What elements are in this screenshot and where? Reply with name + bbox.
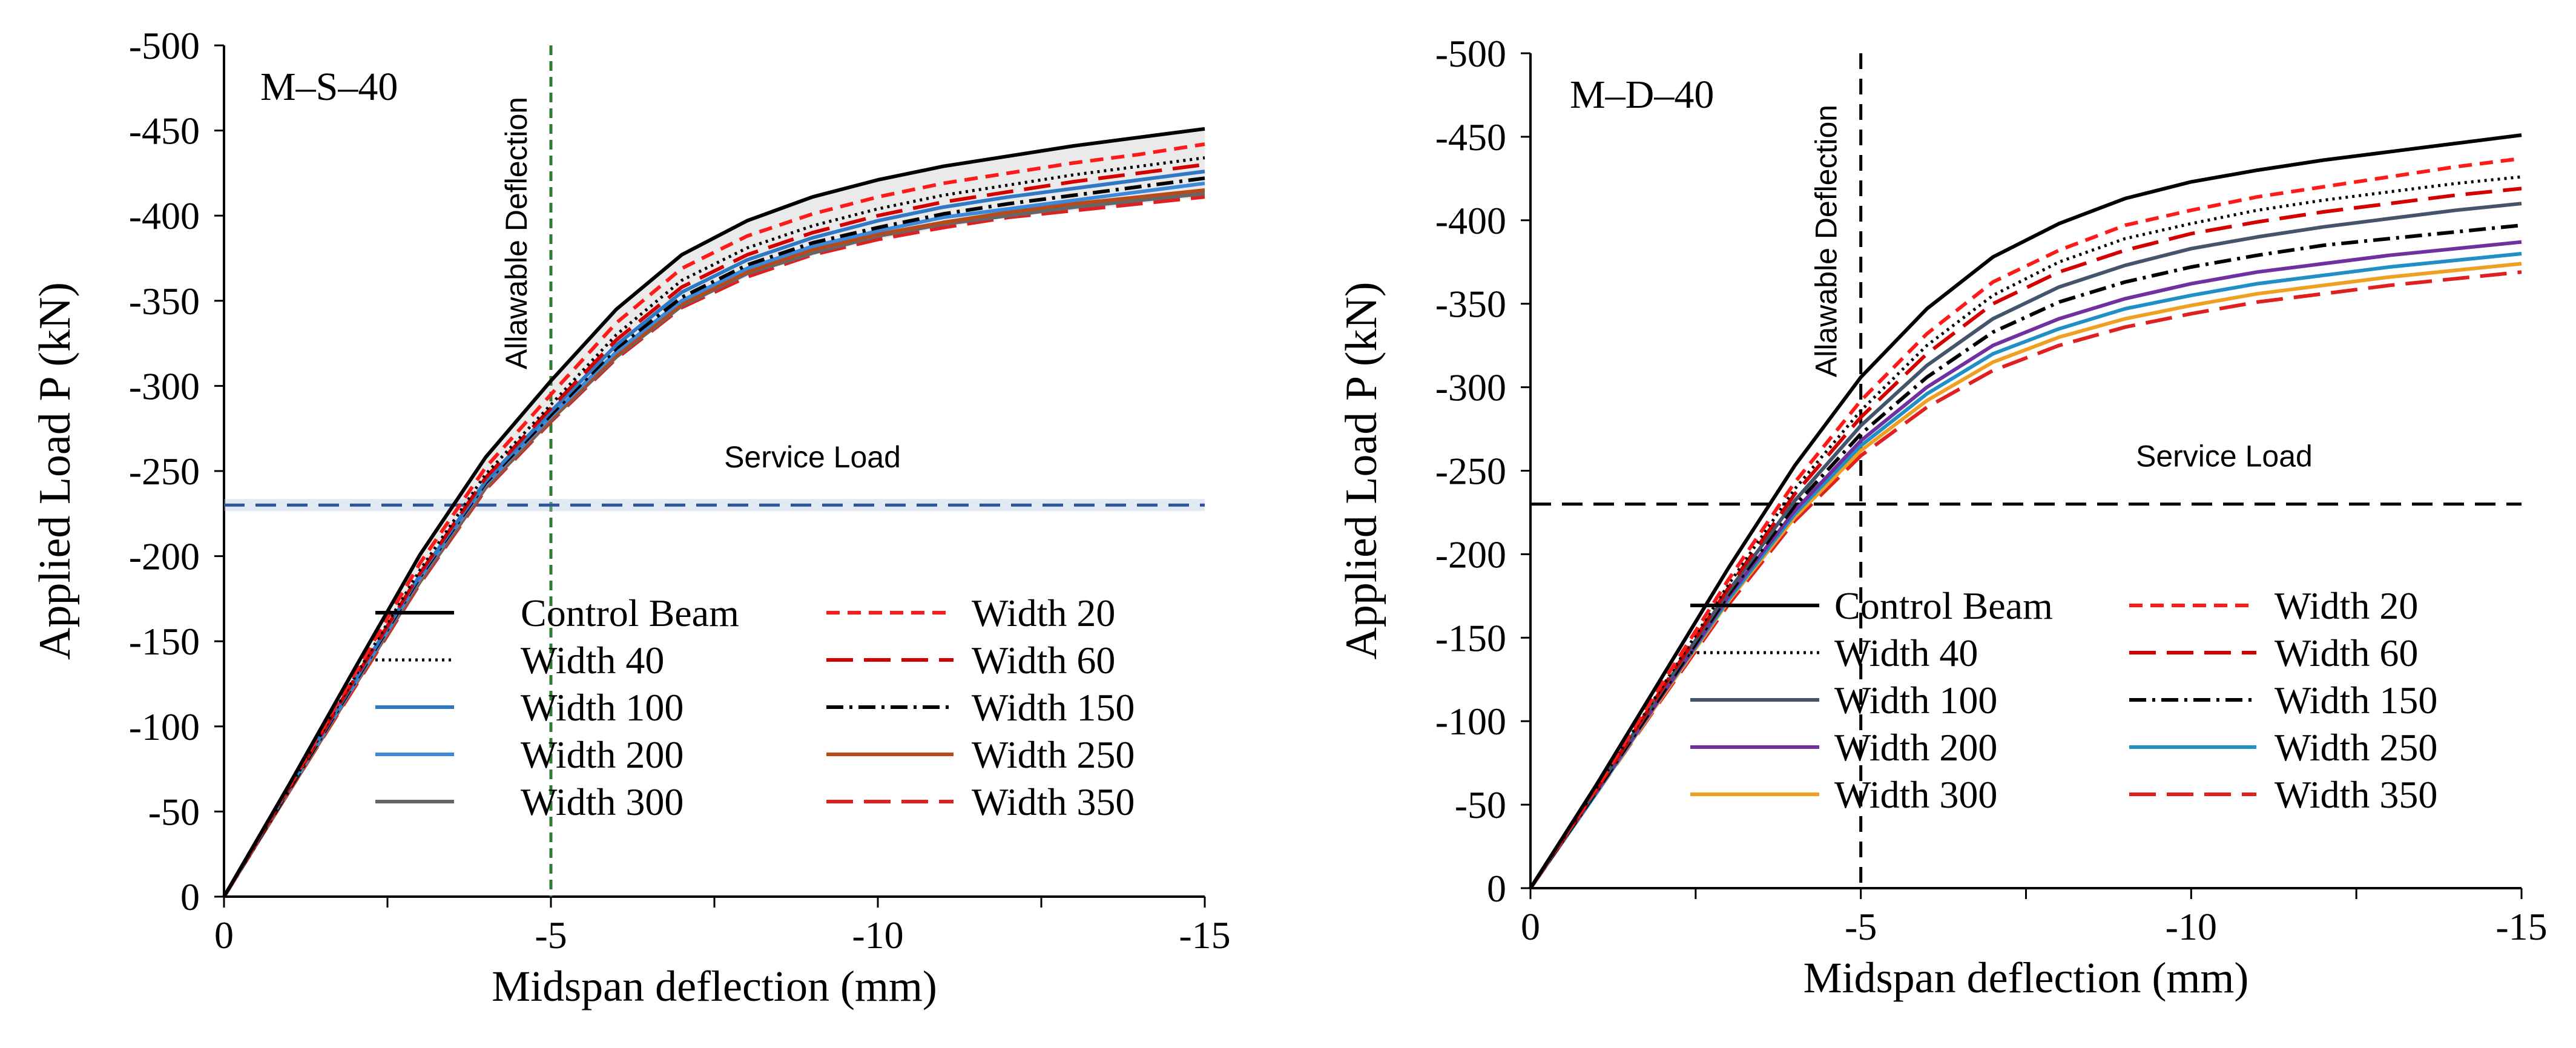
y-tick-label: 0	[180, 875, 200, 918]
y-tick-label: -50	[148, 790, 200, 833]
y-tick-label: -300	[129, 364, 200, 407]
x-tick-label: -5	[1845, 905, 1877, 948]
y-tick-label: -300	[1435, 366, 1506, 409]
legend-label-width-300: Width 300	[521, 780, 684, 823]
x-axis-title: Midspan deflection (mm)	[492, 962, 937, 1010]
y-tick-label: 0	[1487, 867, 1506, 910]
allowable-deflection-label: Allawable Deflection	[1810, 105, 1843, 377]
legend-label-width-40: Width 40	[521, 639, 664, 682]
legend-label-width-350: Width 350	[972, 780, 1135, 823]
panel-m-s-40: 0-50-100-150-200-250-300-350-400-450-500…	[30, 24, 1231, 1010]
y-tick-label: -350	[1435, 283, 1506, 326]
y-tick-label: -150	[1435, 616, 1506, 659]
y-tick-label: -100	[129, 705, 200, 748]
service-load-label: Service Load	[724, 440, 901, 474]
series-line-width-100	[1529, 202, 2522, 889]
x-tick-label: 0	[214, 914, 234, 957]
series-line-control-beam	[1529, 133, 2522, 889]
legend-label-width-250: Width 250	[2275, 726, 2437, 769]
legend-label-width-250: Width 250	[972, 733, 1135, 776]
x-tick-label: -5	[535, 914, 567, 957]
series-line-width-40	[1529, 175, 2522, 889]
legend-label-width-40: Width 40	[1834, 631, 1978, 674]
legend-label-width-60: Width 60	[2275, 631, 2418, 674]
service-load-label: Service Load	[2136, 440, 2313, 473]
y-tick-label: -450	[129, 110, 200, 153]
legend-label-width-100: Width 100	[1834, 679, 1997, 722]
panel-label: M–D–40	[1570, 73, 1714, 117]
legend-label-width-20: Width 20	[2275, 584, 2418, 627]
x-tick-label: -10	[852, 914, 903, 957]
legend-label-width-20: Width 20	[972, 592, 1115, 634]
y-tick-label: -250	[1435, 450, 1506, 493]
legend-label-width-350: Width 350	[2275, 773, 2437, 816]
y-tick-label: -400	[1435, 199, 1506, 242]
legend-label-width-300: Width 300	[1834, 773, 1997, 816]
y-tick-label: -500	[129, 24, 200, 67]
y-tick-label: -50	[1455, 783, 1506, 826]
series-line-width-150	[1529, 223, 2522, 889]
panel-label: M–S–40	[260, 65, 398, 109]
x-tick-label: -10	[2166, 905, 2217, 948]
y-tick-label: -200	[129, 535, 200, 578]
legend-label-width-100: Width 100	[521, 686, 684, 729]
legend-label-width-150: Width 150	[2275, 679, 2437, 722]
x-tick-label: 0	[1521, 905, 1540, 948]
y-tick-label: -200	[1435, 533, 1506, 576]
x-tick-label: -15	[1179, 914, 1230, 957]
panel-m-d-40: 0-50-100-150-200-250-300-350-400-450-500…	[1337, 32, 2548, 1002]
y-tick-label: -450	[1435, 116, 1506, 159]
allowable-deflection-label: Allawable Deflection	[499, 97, 533, 369]
legend-label-width-60: Width 60	[972, 639, 1115, 682]
y-axis-title: Applied Load P (kN)	[1337, 282, 1386, 659]
y-tick-label: -150	[129, 620, 200, 663]
legend-label-width-200: Width 200	[521, 733, 684, 776]
legend-label-control-beam: Control Beam	[521, 592, 739, 634]
legend-label-control-beam: Control Beam	[1834, 584, 2053, 627]
legend-label-width-200: Width 200	[1834, 726, 1997, 769]
x-tick-label: -15	[2495, 905, 2547, 948]
y-tick-label: -500	[1435, 32, 1506, 75]
series-line-width-60	[222, 162, 1205, 898]
y-axis-title: Applied Load P (kN)	[30, 282, 80, 660]
y-tick-label: -400	[129, 194, 200, 237]
series-line-width-60	[1529, 186, 2522, 889]
y-tick-label: -350	[129, 280, 200, 323]
y-tick-label: -100	[1435, 700, 1506, 743]
legend-label-width-150: Width 150	[972, 686, 1135, 729]
series-line-width-20	[222, 142, 1205, 898]
x-axis-title: Midspan deflection (mm)	[1804, 954, 2249, 1002]
y-tick-label: -250	[129, 450, 200, 493]
series-line-width-20	[1529, 156, 2522, 889]
